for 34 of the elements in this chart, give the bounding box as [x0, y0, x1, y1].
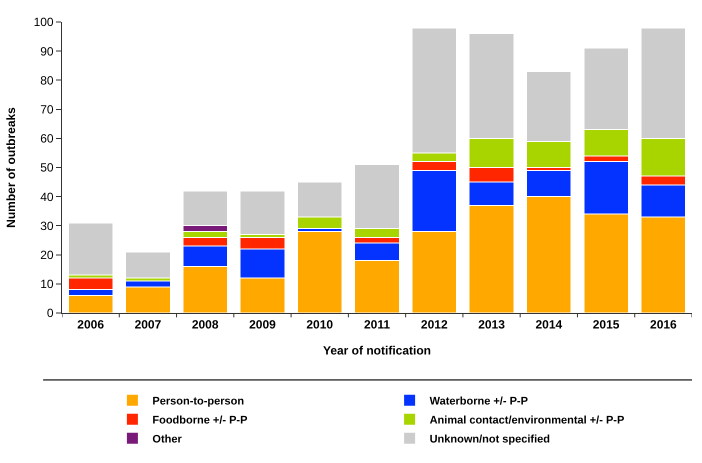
legend-label: Waterborne +/- P-P — [430, 396, 528, 408]
bar — [68, 222, 114, 276]
x-tick-label: 2008 — [192, 317, 219, 332]
x-tick-label: 2016 — [650, 317, 678, 332]
y-tick-label: 80 — [40, 73, 54, 88]
bar — [296, 231, 343, 313]
legend-label: Unknown/not specified — [430, 434, 550, 446]
x-tick-label: 2014 — [535, 317, 562, 332]
x-tick-label: 2011 — [364, 317, 390, 332]
x-tick-label: 2013 — [478, 317, 506, 332]
y-axis-title: Number of outbreaks — [4, 106, 18, 228]
y-tick-label: 20 — [40, 248, 54, 262]
bar — [240, 190, 286, 235]
x-tick-label: 2007 — [134, 317, 162, 332]
x-tick-label: 2009 — [249, 317, 276, 332]
y-tick-label: 10 — [40, 277, 54, 292]
y-tick-label: 100 — [34, 15, 54, 30]
y-tick-label: 40 — [40, 190, 54, 204]
x-tick-label: 2010 — [306, 317, 334, 332]
legend-label: Foodborne +/- P-P — [152, 414, 248, 427]
legend-label: Person-to-person — [152, 396, 244, 408]
y-tick-label: 50 — [40, 160, 54, 175]
legend-label: Animal contact/environmental +/- P-P — [430, 414, 624, 427]
x-axis-title: Year of notification — [322, 343, 432, 358]
y-tick-label: 0 — [46, 306, 54, 320]
y-tick-label: 90 — [40, 44, 54, 58]
bar — [125, 251, 171, 279]
x-tick-label: 2015 — [592, 317, 620, 332]
y-tick-label: 30 — [40, 218, 54, 233]
y-tick-label: 60 — [40, 132, 54, 146]
x-tick-label: 2006 — [77, 317, 104, 332]
y-tick-label: 70 — [40, 102, 54, 116]
x-tick-label: 2012 — [420, 317, 448, 332]
legend-label: Other — [152, 434, 182, 446]
